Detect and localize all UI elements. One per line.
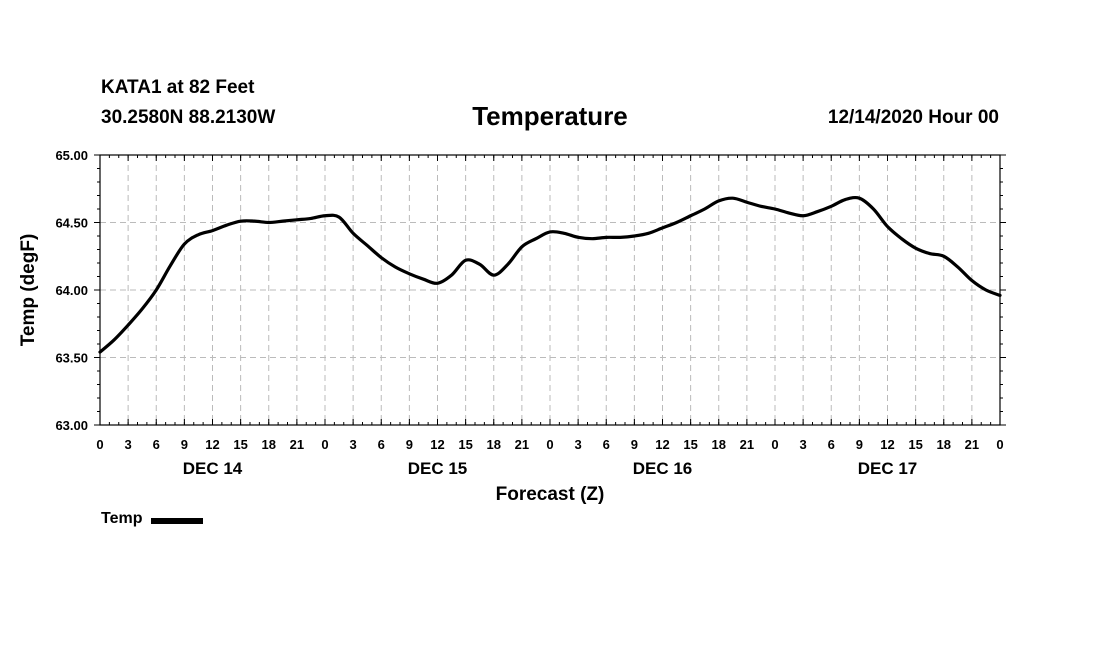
day-label: DEC 17 bbox=[858, 459, 918, 478]
x-tick-label: 18 bbox=[262, 437, 276, 452]
x-axis-title: Forecast (Z) bbox=[496, 484, 605, 505]
model-run-time: 12/14/2020 Hour 00 bbox=[827, 107, 999, 128]
x-tick-label: 9 bbox=[631, 437, 638, 452]
x-tick-label: 12 bbox=[430, 437, 444, 452]
axis-labels: 63.00 63.50 64.00 64.50 65.00 0 3 6 9 12 15 18 21 0 3 6… bbox=[55, 148, 1003, 478]
x-tick-label: 15 bbox=[233, 437, 247, 452]
x-tick-label: 6 bbox=[153, 437, 160, 452]
day-label: DEC 15 bbox=[408, 459, 468, 478]
station-name: KATA1 at 82 Feet bbox=[101, 77, 255, 98]
x-tick-label: 12 bbox=[655, 437, 669, 452]
x-tick-label: 9 bbox=[181, 437, 188, 452]
x-tick-label: 15 bbox=[458, 437, 472, 452]
y-tick-label: 63.50 bbox=[55, 351, 88, 366]
x-tick-label: 6 bbox=[378, 437, 385, 452]
y-tick-label: 65.00 bbox=[55, 148, 88, 163]
x-tick-label: 12 bbox=[205, 437, 219, 452]
series-layer bbox=[98, 195, 1002, 354]
station-coordinates: 30.2580N 88.2130W bbox=[101, 107, 276, 128]
y-axis-title: Temp (degF) bbox=[18, 234, 39, 347]
x-tick-label: 21 bbox=[965, 437, 979, 452]
y-tick-label: 64.50 bbox=[55, 216, 88, 231]
x-tick-label: 9 bbox=[856, 437, 863, 452]
day-label: DEC 14 bbox=[183, 459, 243, 478]
y-tick-label: 63.00 bbox=[55, 418, 88, 433]
day-label: DEC 16 bbox=[633, 459, 693, 478]
x-tick-label: 0 bbox=[546, 437, 553, 452]
legend-line-swatch bbox=[151, 517, 204, 524]
x-tick-label: 18 bbox=[937, 437, 951, 452]
x-tick-label: 18 bbox=[712, 437, 726, 452]
x-tick-label: 3 bbox=[800, 437, 807, 452]
x-tick-label: 0 bbox=[996, 437, 1003, 452]
x-tick-label: 15 bbox=[683, 437, 697, 452]
x-tick-label: 9 bbox=[406, 437, 413, 452]
chart-title: Temperature bbox=[472, 101, 628, 131]
x-tick-label: 6 bbox=[603, 437, 610, 452]
x-tick-label: 3 bbox=[350, 437, 357, 452]
x-tick-label: 0 bbox=[771, 437, 778, 452]
plot-frame bbox=[99, 154, 1001, 426]
x-tick-label: 21 bbox=[290, 437, 304, 452]
y-tick-label: 64.00 bbox=[55, 283, 88, 298]
x-tick-label: 3 bbox=[575, 437, 582, 452]
legend: Temp bbox=[101, 510, 204, 528]
x-tick-label: 6 bbox=[828, 437, 835, 452]
grid-lines bbox=[100, 155, 1000, 425]
temp-series-line bbox=[98, 195, 1002, 354]
x-tick-label: 21 bbox=[740, 437, 754, 452]
x-tick-label: 0 bbox=[96, 437, 103, 452]
x-tick-label: 21 bbox=[515, 437, 529, 452]
x-tick-label: 0 bbox=[321, 437, 328, 452]
legend-label: Temp bbox=[101, 510, 143, 527]
x-tick-label: 15 bbox=[908, 437, 922, 452]
x-tick-label: 12 bbox=[880, 437, 894, 452]
x-tick-label: 18 bbox=[487, 437, 501, 452]
x-tick-label: 3 bbox=[125, 437, 132, 452]
